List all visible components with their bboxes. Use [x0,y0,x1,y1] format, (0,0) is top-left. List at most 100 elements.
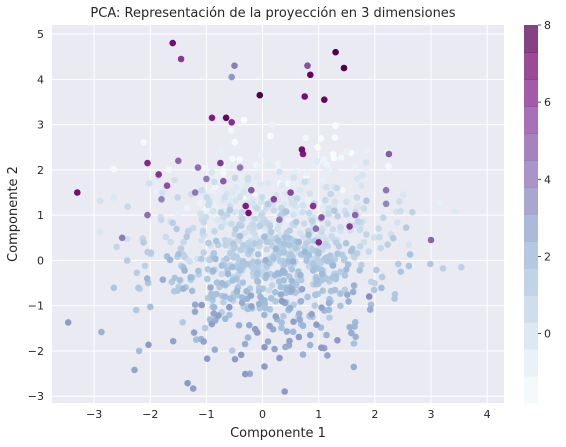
data-point [272,245,280,253]
data-point [212,237,220,245]
data-point [281,249,288,256]
data-point [254,264,261,271]
data-point [289,328,297,336]
data-point [198,186,206,194]
data-point [346,223,353,230]
data-point [215,312,222,319]
data-point [278,297,286,305]
data-point [198,301,205,309]
data-point [356,226,364,233]
data-point [288,277,296,285]
data-point [261,311,268,319]
data-point [226,311,233,319]
data-point [198,255,205,263]
data-point [261,233,268,240]
data-point [306,341,314,349]
data-point [293,195,301,202]
data-point [253,173,261,181]
data-point [389,234,397,242]
data-point [257,222,264,230]
data-point [326,314,333,321]
data-point [205,239,212,247]
data-point [209,293,216,301]
data-point [146,180,153,187]
data-point [385,163,392,170]
data-point [266,222,274,230]
data-point [313,157,321,165]
data-point [180,238,187,246]
data-point [208,169,216,176]
data-point [321,240,329,248]
data-point [257,151,264,159]
data-point [255,300,263,308]
colorbar-segment [524,187,538,215]
data-point [287,251,295,258]
data-point [347,247,355,255]
data-point [451,208,458,215]
data-point [346,323,354,331]
data-point [188,287,196,295]
data-point [190,329,198,336]
data-point [229,155,236,163]
data-point [353,250,361,257]
data-point [375,225,382,232]
data-point [458,263,465,271]
data-point [177,245,185,252]
x-tick-label: 1 [315,408,322,421]
data-point [402,224,410,231]
data-point [286,305,294,312]
data-point [244,176,252,183]
data-point [231,355,239,363]
data-point [305,209,313,217]
data-point [297,297,305,305]
colorbar-segment [524,268,538,296]
data-point [171,274,179,282]
data-point [162,233,170,241]
data-point [297,276,305,284]
data-point [218,262,225,269]
data-point [327,190,335,198]
data-point [224,270,232,278]
data-point [171,176,178,184]
data-point [133,269,141,277]
data-point [257,293,264,301]
data-point [315,249,322,256]
data-point [287,194,295,202]
data-point [217,159,224,167]
data-point [331,134,339,141]
data-point [436,199,444,207]
data-point [282,208,290,215]
data-point [385,150,393,158]
data-point [173,225,180,233]
data-point [209,267,217,275]
data-point [191,308,199,316]
data-point [362,159,370,166]
data-point [333,184,341,192]
data-point [313,321,320,329]
data-point [196,199,204,207]
data-point [259,194,266,201]
data-point [221,193,228,201]
data-point [194,164,202,171]
data-point [343,148,350,156]
data-point [304,293,311,301]
data-point [350,340,358,347]
data-point [307,331,314,339]
data-point [231,138,239,146]
data-point [337,202,345,209]
y-tick-label: −2 [28,345,44,358]
data-point [272,289,279,296]
data-point [276,354,283,362]
data-point [238,294,246,301]
data-point [332,273,340,280]
data-point [299,351,307,358]
data-point [303,169,311,177]
data-point [165,166,173,173]
data-point [396,198,403,205]
data-point [323,184,330,191]
data-point [169,219,177,227]
y-tick-label: −1 [28,300,44,313]
data-point [324,352,331,359]
data-point [205,201,212,209]
data-point [158,216,165,224]
